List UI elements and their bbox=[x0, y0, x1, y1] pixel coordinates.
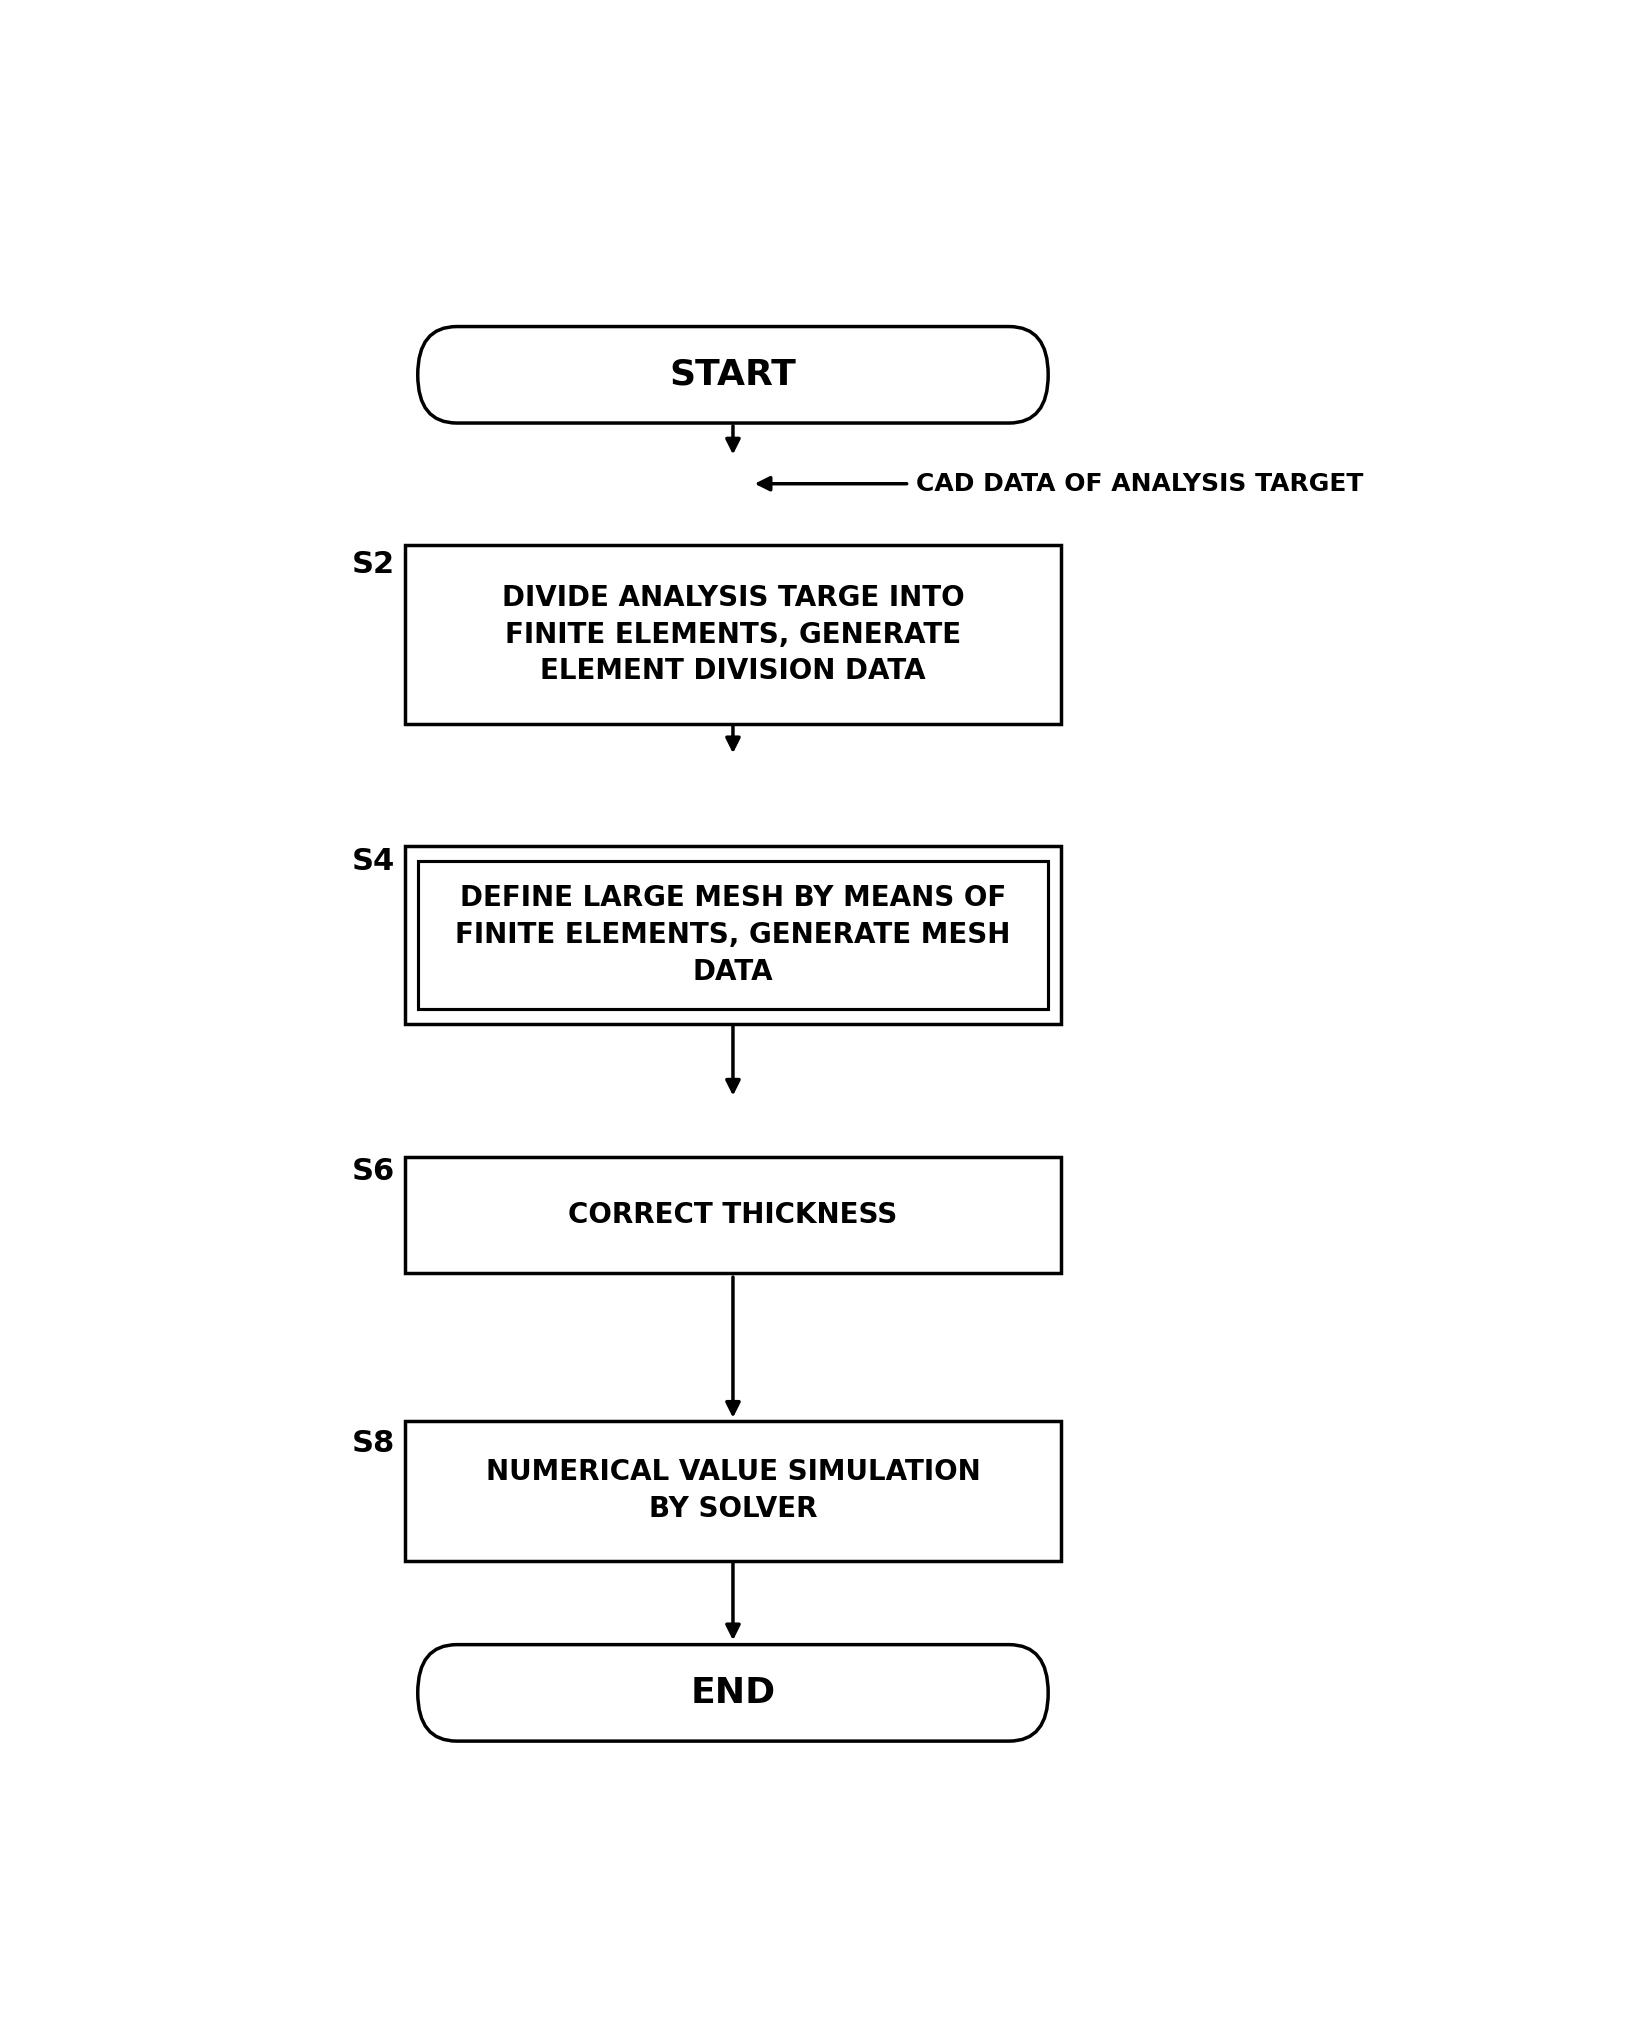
Text: DIVIDE ANALYSIS TARGE INTO
FINITE ELEMENTS, GENERATE
ELEMENT DIVISION DATA: DIVIDE ANALYSIS TARGE INTO FINITE ELEMEN… bbox=[501, 584, 965, 685]
Text: START: START bbox=[670, 358, 796, 392]
FancyBboxPatch shape bbox=[418, 1645, 1048, 1742]
Text: NUMERICAL VALUE SIMULATION
BY SOLVER: NUMERICAL VALUE SIMULATION BY SOLVER bbox=[485, 1459, 981, 1524]
Bar bbox=[405, 845, 1061, 1025]
Text: END: END bbox=[690, 1675, 776, 1710]
Bar bbox=[405, 546, 1061, 724]
Text: S8: S8 bbox=[351, 1429, 395, 1459]
Text: S2: S2 bbox=[351, 550, 395, 580]
Text: CAD DATA OF ANALYSIS TARGET: CAD DATA OF ANALYSIS TARGET bbox=[916, 471, 1363, 495]
Bar bbox=[405, 1156, 1061, 1273]
Bar bbox=[405, 1421, 1061, 1560]
Text: DEFINE LARGE MESH BY MEANS OF
FINITE ELEMENTS, GENERATE MESH
DATA: DEFINE LARGE MESH BY MEANS OF FINITE ELE… bbox=[456, 885, 1010, 986]
Text: S6: S6 bbox=[351, 1158, 395, 1186]
FancyBboxPatch shape bbox=[418, 327, 1048, 422]
Text: CORRECT THICKNESS: CORRECT THICKNESS bbox=[568, 1200, 898, 1229]
Bar bbox=[418, 861, 1048, 1008]
Text: S4: S4 bbox=[351, 847, 395, 877]
